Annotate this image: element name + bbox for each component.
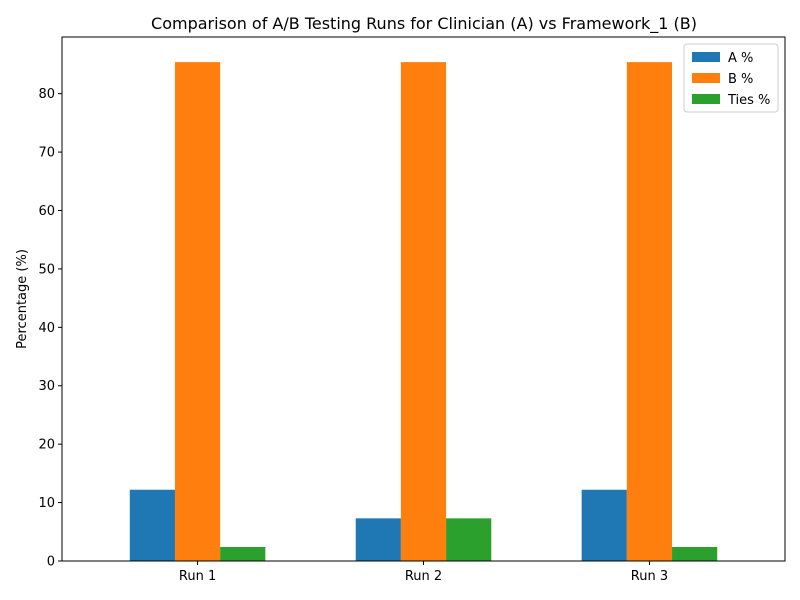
x-tick-label: Run 2 <box>405 569 442 584</box>
plot-frame <box>61 36 786 562</box>
y-tick-label: 40 <box>38 321 55 336</box>
y-tick-label: 60 <box>38 204 55 219</box>
bar <box>220 546 266 561</box>
bar <box>129 489 175 561</box>
y-tick-label: 80 <box>38 87 55 102</box>
bar <box>446 518 492 561</box>
bar <box>355 518 401 561</box>
y-axis-label: Percentage (%) <box>15 249 30 349</box>
legend-label: A % <box>728 51 753 66</box>
y-tick-label: 50 <box>38 262 55 277</box>
chart-title: Comparison of A/B Testing Runs for Clini… <box>151 14 697 34</box>
x-axis: Run 1 Run 2 Run 3 <box>179 561 668 584</box>
bar <box>581 489 627 561</box>
x-tick-label: Run 3 <box>631 569 668 584</box>
legend-label: Ties % <box>727 93 770 108</box>
bar <box>626 62 673 561</box>
bar <box>400 62 447 561</box>
y-tick-label: 30 <box>38 379 55 394</box>
legend-swatch <box>692 52 720 62</box>
legend-swatch <box>692 73 720 83</box>
legend-label: B % <box>728 72 753 87</box>
y-tick-label: 0 <box>47 555 55 570</box>
bars-group <box>129 62 718 561</box>
legend-swatch <box>692 94 720 104</box>
x-tick-label: Run 1 <box>179 569 216 584</box>
y-tick-label: 10 <box>38 496 55 511</box>
bar <box>174 62 221 561</box>
y-tick-label: 20 <box>38 438 55 453</box>
y-tick-label: 70 <box>38 146 55 161</box>
legend: A % B % Ties % <box>683 43 779 113</box>
y-axis: 0 10 20 30 40 50 60 70 80 <box>38 87 62 570</box>
bar <box>672 546 718 561</box>
